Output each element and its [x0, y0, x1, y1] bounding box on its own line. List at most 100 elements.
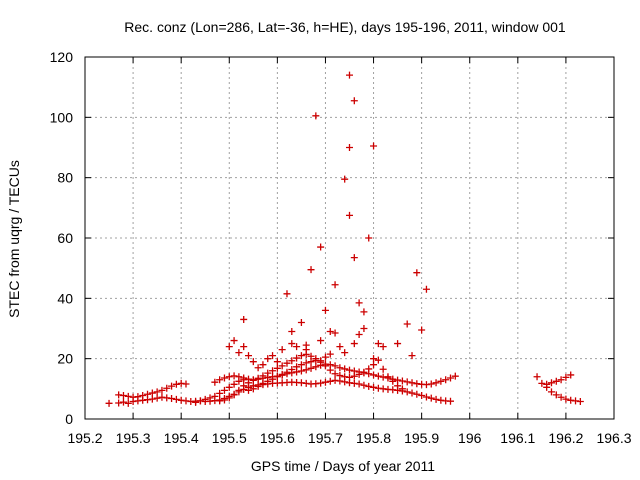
- data-point: [216, 376, 224, 384]
- data-point: [163, 384, 171, 392]
- data-point: [331, 281, 339, 289]
- data-point: [245, 352, 253, 360]
- data-points: [105, 71, 584, 407]
- data-point: [307, 364, 315, 372]
- data-point: [249, 376, 257, 384]
- data-point: [230, 337, 238, 345]
- data-point: [370, 383, 378, 391]
- data-point: [533, 373, 541, 381]
- data-point: [408, 379, 416, 387]
- data-point: [105, 399, 113, 407]
- data-point: [225, 373, 233, 381]
- data-point: [225, 394, 233, 402]
- data-point: [235, 377, 243, 385]
- data-point: [408, 352, 416, 360]
- data-point: [427, 380, 435, 388]
- data-point: [408, 389, 416, 397]
- data-point: [355, 370, 363, 378]
- x-tick-label: 195.7: [308, 430, 343, 446]
- data-point: [403, 378, 411, 386]
- data-point: [379, 343, 387, 351]
- data-point: [398, 385, 406, 393]
- data-point: [418, 391, 426, 399]
- data-point: [153, 394, 161, 402]
- data-point: [302, 359, 310, 367]
- y-axis-label: STEC from uqrg / TECUs: [6, 160, 22, 318]
- data-point: [538, 379, 546, 387]
- data-point: [283, 290, 291, 298]
- data-point: [172, 395, 180, 403]
- data-point: [317, 358, 325, 366]
- x-tick-label: 195.3: [116, 430, 151, 446]
- data-point: [422, 285, 430, 293]
- y-tick-label: 20: [57, 351, 73, 367]
- data-point: [288, 328, 296, 336]
- data-point: [283, 359, 291, 367]
- data-point: [230, 372, 238, 380]
- data-point: [317, 243, 325, 251]
- data-point: [384, 373, 392, 381]
- x-tick-label: 196.3: [596, 430, 631, 446]
- data-point: [302, 346, 310, 354]
- data-point: [365, 382, 373, 390]
- data-point: [297, 318, 305, 326]
- data-point: [331, 329, 339, 337]
- data-point: [437, 377, 445, 385]
- data-point: [355, 331, 363, 339]
- data-point: [321, 306, 329, 314]
- chart-title: Rec. conz (Lon=286, Lat=-36, h=HE), days…: [124, 19, 566, 35]
- data-point: [432, 379, 440, 387]
- data-point: [293, 354, 301, 362]
- x-tick-label: 195.2: [67, 430, 102, 446]
- data-point: [269, 375, 277, 383]
- data-point: [370, 142, 378, 150]
- x-tick-label: 195.4: [164, 430, 199, 446]
- data-point: [293, 363, 301, 371]
- data-point: [201, 395, 209, 403]
- y-tick-label: 0: [65, 411, 73, 427]
- data-point: [341, 365, 349, 373]
- data-point: [355, 299, 363, 307]
- data-point: [172, 380, 180, 388]
- data-point: [341, 349, 349, 357]
- data-point: [394, 340, 402, 348]
- data-point: [557, 393, 565, 401]
- x-axis: 195.2 195.3 195.4 195.5 195.6 195.7 195.8 195.9…: [67, 57, 632, 446]
- data-point: [249, 358, 257, 366]
- data-point: [211, 378, 219, 386]
- data-point: [360, 381, 368, 389]
- data-point: [370, 355, 378, 363]
- data-point: [326, 328, 334, 336]
- data-point: [269, 352, 277, 360]
- data-point: [552, 377, 560, 385]
- data-point: [168, 382, 176, 390]
- data-point: [245, 379, 253, 387]
- data-point: [422, 393, 430, 401]
- data-point: [307, 266, 315, 274]
- data-point: [302, 366, 310, 374]
- data-point: [317, 337, 325, 345]
- data-point: [249, 385, 257, 393]
- y-tick-label: 120: [50, 49, 74, 65]
- data-point: [153, 388, 161, 396]
- data-point: [297, 367, 305, 375]
- data-point: [288, 366, 296, 374]
- data-point: [326, 366, 334, 374]
- data-point: [278, 346, 286, 354]
- data-point: [552, 391, 560, 399]
- data-point: [115, 399, 123, 407]
- data-point: [374, 356, 382, 364]
- data-point: [259, 361, 267, 369]
- data-point: [119, 391, 127, 399]
- data-point: [288, 340, 296, 348]
- data-point: [254, 382, 262, 390]
- data-point: [331, 362, 339, 370]
- data-point: [139, 391, 147, 399]
- data-point: [374, 372, 382, 380]
- data-point: [283, 368, 291, 376]
- data-point: [168, 394, 176, 402]
- data-point: [240, 315, 248, 323]
- data-point: [350, 97, 358, 105]
- data-point: [264, 355, 272, 363]
